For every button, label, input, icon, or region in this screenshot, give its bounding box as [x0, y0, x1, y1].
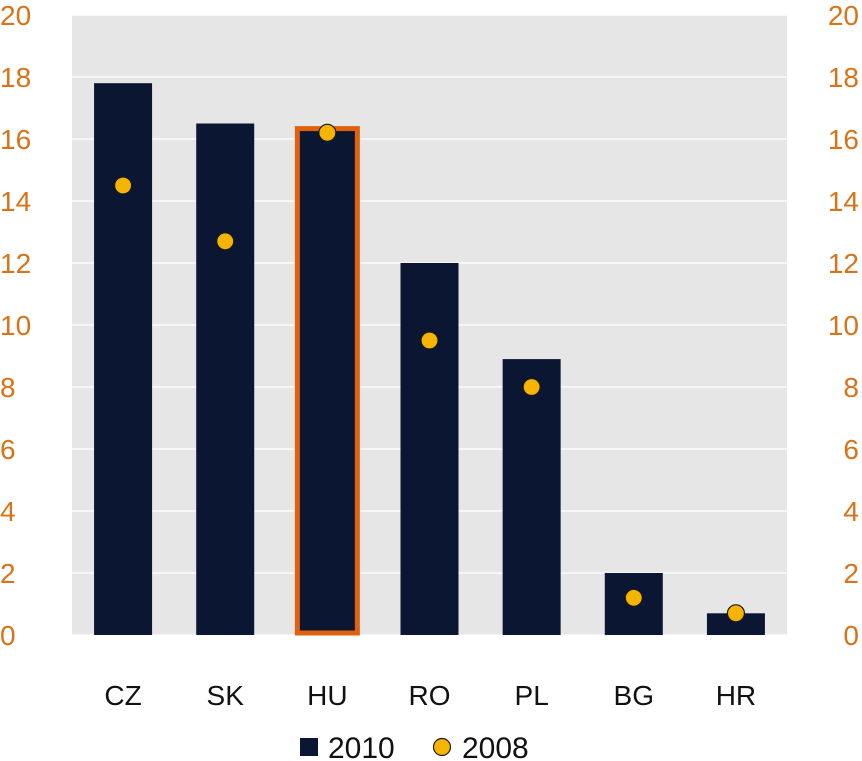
y-tick-label-left: 2: [0, 558, 16, 589]
y-tick-label-right: 2: [843, 558, 859, 589]
x-tick-label: PL: [515, 680, 549, 711]
y-tick-label-right: 8: [843, 372, 859, 403]
legend-swatch-2008: [432, 737, 452, 757]
point-hu: [318, 123, 337, 142]
y-axis-left: 0 2 4 6 8 10 12 14 16 18 20: [0, 0, 31, 651]
legend-label-2010: 2010: [328, 732, 395, 761]
y-tick-label-right: 18: [828, 62, 859, 93]
y-tick-label-right: 16: [828, 124, 859, 155]
x-tick-label: RO: [409, 680, 451, 711]
y-tick-label-right: 4: [843, 496, 859, 527]
y-axis-right: 0 2 4 6 8 10 12 14 16 18 20: [828, 0, 859, 651]
x-tick-label: BG: [614, 680, 654, 711]
bars-2010: [94, 83, 765, 636]
legend-swatch-2010: [300, 738, 318, 756]
bar-ro: [400, 263, 459, 635]
y-tick-label-right: 10: [828, 310, 859, 341]
x-tick-label: HR: [716, 680, 756, 711]
x-tick-label: HU: [307, 680, 347, 711]
y-tick-label-right: 0: [843, 620, 859, 651]
y-tick-label-left: 16: [0, 124, 31, 155]
bar-cz: [94, 83, 153, 635]
y-tick-label-left: 12: [0, 248, 31, 279]
bar-hr: [706, 613, 765, 635]
bar-hu: [294, 126, 360, 636]
y-tick-label-right: 6: [843, 434, 859, 465]
x-tick-label: CZ: [104, 680, 141, 711]
point-hr: [726, 604, 746, 623]
y-tick-label-right: 14: [828, 186, 859, 217]
y-tick-label-right: 12: [828, 248, 859, 279]
y-tick-label-left: 20: [0, 0, 31, 31]
point-bg: [624, 588, 643, 607]
y-tick-label-left: 18: [0, 62, 31, 93]
point-sk: [216, 232, 235, 251]
bar-pl: [502, 359, 561, 635]
x-tick-label: SK: [207, 680, 245, 711]
y-tick-label-left: 4: [0, 496, 16, 527]
y-tick-label-left: 0: [0, 620, 16, 651]
y-tick-label-left: 10: [0, 310, 31, 341]
x-axis: CZ SK HU RO PL BG HR: [104, 680, 756, 711]
points-2008: [113, 123, 746, 623]
bar-sk: [196, 123, 255, 635]
y-tick-label-right: 20: [828, 0, 859, 31]
legend: 2010 2008: [300, 732, 529, 761]
y-tick-label-left: 6: [0, 434, 16, 465]
y-tick-label-left: 8: [0, 372, 16, 403]
point-cz: [113, 176, 133, 195]
legend-label-2008: 2008: [462, 732, 529, 761]
point-pl: [522, 377, 541, 397]
point-ro: [420, 331, 439, 350]
y-tick-label-left: 14: [0, 186, 31, 217]
